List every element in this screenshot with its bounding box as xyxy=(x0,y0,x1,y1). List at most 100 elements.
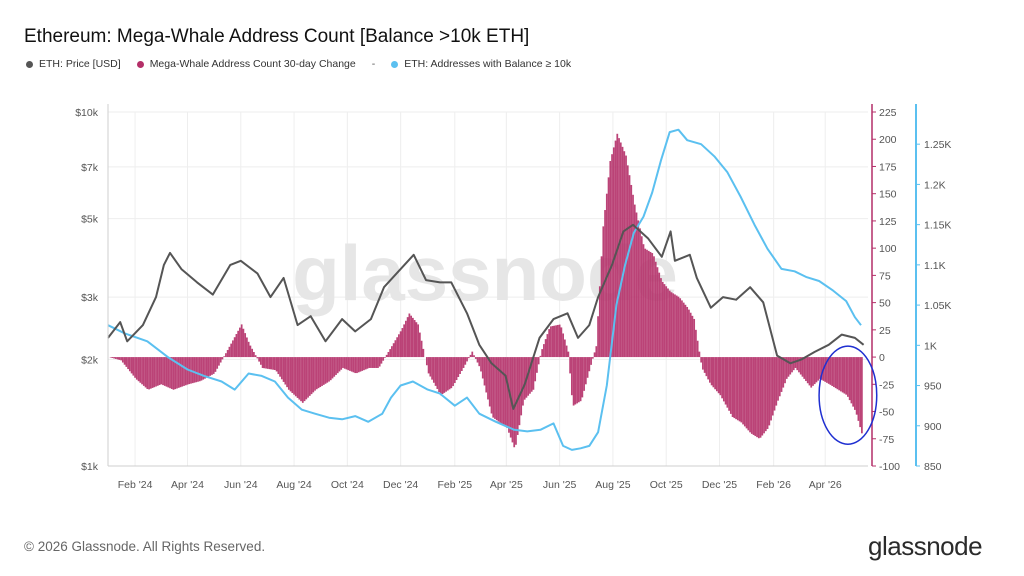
change-bar xyxy=(820,357,823,380)
change-bar xyxy=(197,357,199,382)
change-bar xyxy=(572,357,575,406)
addresses-tick-label: 1.15K xyxy=(924,220,951,232)
change-bar xyxy=(135,357,138,380)
addresses-tick-label: 950 xyxy=(924,381,942,393)
change-bar xyxy=(490,357,493,414)
change-bar xyxy=(307,357,309,398)
change-bar xyxy=(801,357,804,377)
change-bar xyxy=(420,340,423,358)
change-bar xyxy=(703,357,706,373)
change-bar xyxy=(293,357,295,395)
change-bar xyxy=(677,296,680,358)
change-bar xyxy=(502,357,505,426)
change-bar xyxy=(389,349,392,358)
change-bar xyxy=(123,357,126,365)
change-bar xyxy=(717,357,720,394)
change-tick-label: 50 xyxy=(879,298,891,310)
change-bar xyxy=(646,249,648,358)
change-bar xyxy=(644,248,647,358)
change-bar xyxy=(254,355,257,358)
change-bar xyxy=(427,357,430,374)
change-bar xyxy=(429,357,432,377)
change-bar xyxy=(244,333,247,358)
change-bar xyxy=(170,357,173,389)
change-bar xyxy=(335,357,337,375)
x-tick-label: Apr '24 xyxy=(171,479,204,491)
change-bar xyxy=(296,357,299,398)
change-bar xyxy=(567,351,570,358)
change-bar xyxy=(487,357,489,400)
change-bar xyxy=(481,357,484,379)
change-bar xyxy=(537,357,540,365)
change-bar xyxy=(859,357,862,428)
addresses-tick-label: 900 xyxy=(924,421,942,433)
change-bar xyxy=(511,357,514,443)
change-bar xyxy=(785,357,788,379)
addresses-line xyxy=(107,128,862,451)
change-bar xyxy=(667,288,669,358)
change-bar xyxy=(564,339,566,358)
change-bar xyxy=(553,325,556,358)
legend-item-price[interactable]: ETH: Price [USD] xyxy=(26,58,121,70)
change-bar xyxy=(198,357,201,382)
left-tick-label: $10k xyxy=(75,107,99,119)
change-bar xyxy=(485,357,488,393)
change-bar xyxy=(225,353,227,358)
change-bar xyxy=(300,357,302,402)
change-bar xyxy=(691,315,694,358)
change-bar xyxy=(324,357,327,384)
change-bar xyxy=(686,306,689,358)
change-bar xyxy=(343,357,346,369)
series-lines xyxy=(107,128,865,451)
change-bar xyxy=(480,357,482,372)
change-bar xyxy=(574,357,577,405)
change-bar xyxy=(261,357,264,368)
legend-label-price: ETH: Price [USD] xyxy=(39,58,121,70)
change-bar xyxy=(649,251,652,358)
change-bar xyxy=(536,357,538,373)
change-bar xyxy=(852,357,855,407)
change-bar xyxy=(513,357,516,448)
addresses-tick-label: 1.25K xyxy=(924,139,951,151)
change-bar xyxy=(211,357,213,375)
change-bar xyxy=(240,324,243,358)
annotation xyxy=(818,345,878,445)
change-bar xyxy=(239,327,241,358)
x-tick-label: Jun '25 xyxy=(543,479,577,491)
change-bar xyxy=(340,357,343,370)
change-bar xyxy=(391,346,393,358)
change-tick-label: -50 xyxy=(879,407,894,419)
change-bar xyxy=(518,357,521,426)
change-bar xyxy=(728,357,730,411)
change-bar xyxy=(764,357,767,432)
change-bar xyxy=(674,294,676,358)
change-bar xyxy=(457,357,460,378)
change-bar xyxy=(836,357,839,390)
change-bar xyxy=(551,326,554,358)
change-bar xyxy=(361,357,364,371)
change-bar xyxy=(151,357,154,388)
change-bar xyxy=(731,357,734,417)
change-bar xyxy=(693,318,696,358)
change-bar xyxy=(347,357,350,371)
change-tick-label: 200 xyxy=(879,134,897,146)
copyright: © 2026 Glassnode. All Rights Reserved. xyxy=(24,539,266,554)
change-bar xyxy=(167,357,170,388)
change-bar xyxy=(148,357,150,390)
price-line xyxy=(107,223,865,410)
legend-item-change[interactable]: Mega-Whale Address Count 30-day Change xyxy=(136,58,356,70)
change-bar xyxy=(857,357,860,421)
change-bar xyxy=(134,357,136,378)
change-bar xyxy=(616,133,619,358)
change-bar xyxy=(829,357,832,385)
change-bar xyxy=(425,357,428,366)
change-bar xyxy=(584,357,587,385)
change-bar xyxy=(469,354,472,358)
change-bar xyxy=(841,357,844,393)
change-bar xyxy=(294,357,297,397)
change-bar xyxy=(759,357,762,438)
highlight-ellipse xyxy=(818,345,878,445)
change-bar xyxy=(212,357,215,374)
legend-item-addresses[interactable]: ETH: Addresses with Balance ≥ 10k xyxy=(391,58,571,70)
